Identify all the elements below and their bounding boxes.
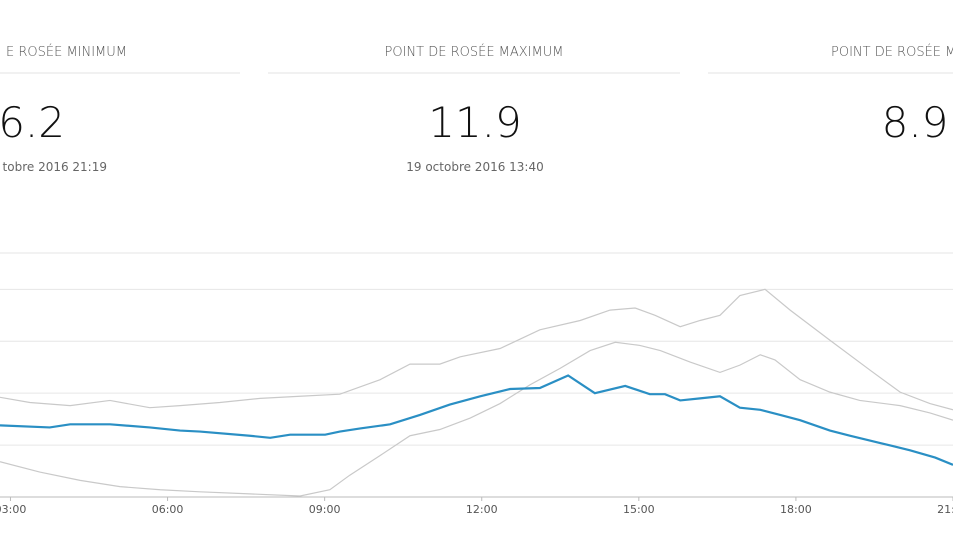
x-tick-label: 03:00 [0,503,26,516]
card-title: POINT DE ROSÉE MAXIMUM [385,44,564,60]
card-value: 8.9 [882,98,949,147]
x-tick-label: 15:00 [623,503,655,516]
x-tick-label: 09:00 [309,503,341,516]
card-date: tobre 2016 21:19 [3,160,107,174]
line-series [0,288,953,411]
card-value: 6.2 [0,98,65,147]
x-tick-label: 18:00 [780,503,812,516]
card-value: 11.9 [428,98,522,147]
line-series [0,341,953,497]
card-date: 19 octobre 2016 13:40 [406,160,544,174]
x-tick-label: 21:00 [937,503,953,516]
card-title: E ROSÉE MINIMUM [6,44,127,60]
chart: 03:00 06:00 09:00 12:00 15:00 18:00 21:00 [0,252,953,516]
x-tick-label: 12:00 [466,503,498,516]
line-series [0,374,953,466]
x-tick-label: 06:00 [152,503,184,516]
card-title: POINT DE ROSÉE M [831,44,953,60]
